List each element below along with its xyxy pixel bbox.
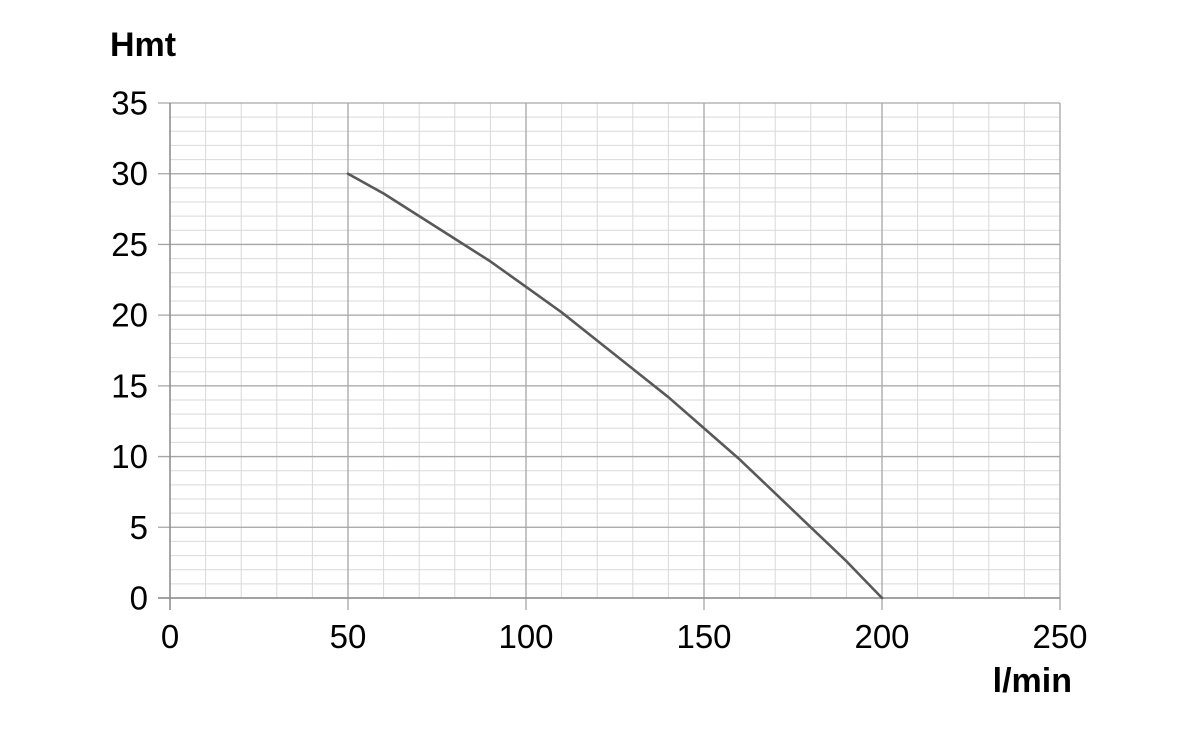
x-tick-label: 50 <box>330 618 367 655</box>
y-tick-label: 20 <box>111 297 148 334</box>
x-axis-title: l/min <box>992 662 1072 700</box>
y-tick-label: 30 <box>111 155 148 192</box>
y-tick-label: 0 <box>130 580 148 617</box>
y-tick-label: 15 <box>111 367 148 404</box>
x-tick-label: 100 <box>498 618 553 655</box>
x-tick-labels: 0 50 100 150 200 250 <box>161 618 1088 655</box>
y-tick-label: 10 <box>111 438 148 475</box>
curve-series <box>346 172 884 600</box>
y-axis-title: Hmt <box>110 26 177 64</box>
y-tick-label: 5 <box>130 509 148 546</box>
x-tick-label: 0 <box>161 618 179 655</box>
pump-head-curve <box>346 172 884 600</box>
major-gridlines <box>158 102 1061 610</box>
axis-lines <box>158 103 1060 610</box>
y-tick-label: 25 <box>111 226 148 263</box>
y-tick-labels: 0 5 10 15 20 25 30 35 <box>111 85 148 617</box>
y-tick-label: 35 <box>111 85 148 122</box>
x-tick-label: 200 <box>854 618 909 655</box>
x-tick-label: 150 <box>676 618 731 655</box>
minor-gridlines <box>169 102 1061 599</box>
x-tick-label: 250 <box>1032 618 1087 655</box>
